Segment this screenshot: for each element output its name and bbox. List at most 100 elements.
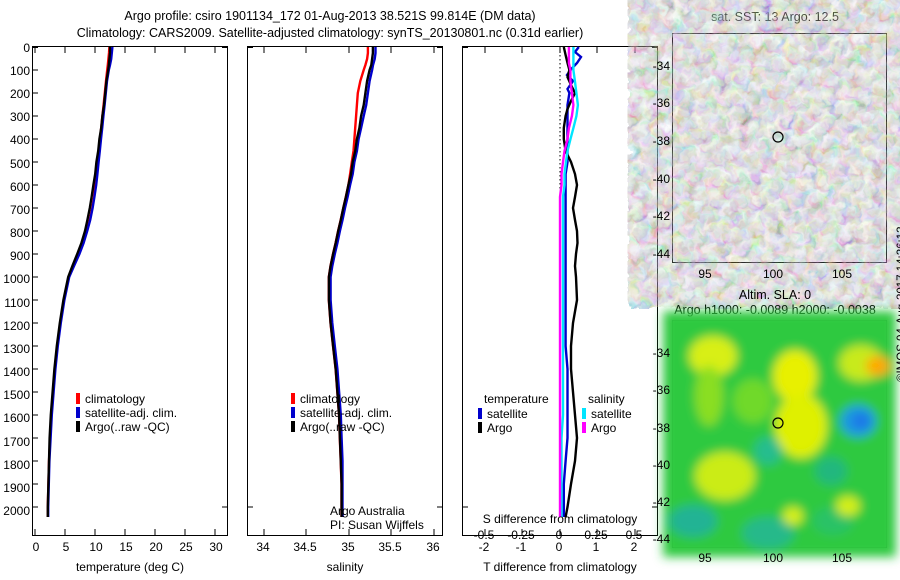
ytick: -44 bbox=[652, 247, 670, 261]
depth-tick: 200 bbox=[9, 87, 30, 101]
xtick: 30 bbox=[209, 540, 223, 554]
depth-tick: 300 bbox=[9, 110, 30, 124]
legend-label: Argo bbox=[591, 421, 617, 435]
depth-axis-ticks: 0 100 200 300 400 500 600 700 800 900 10… bbox=[0, 0, 30, 580]
legend-swatch-temp-argo bbox=[478, 422, 482, 433]
legend-item: Argo bbox=[582, 421, 616, 435]
depth-tick: 500 bbox=[9, 157, 30, 171]
temperature-curves bbox=[46, 46, 114, 517]
depth-tick: 600 bbox=[9, 180, 30, 194]
depth-tick: 400 bbox=[9, 133, 30, 147]
xtick-s: 0.25 bbox=[584, 528, 608, 542]
xtick: 10 bbox=[89, 540, 103, 554]
curve-temperature-argo bbox=[562, 46, 579, 518]
depth-tick: 1900 bbox=[3, 481, 30, 495]
xtick: 105 bbox=[831, 551, 853, 565]
xtick-t: 0 bbox=[555, 540, 563, 554]
salinity-plot bbox=[248, 47, 442, 535]
xtick-s: -0.25 bbox=[507, 528, 535, 542]
difference-plot bbox=[463, 46, 657, 535]
curve-argo bbox=[327, 47, 375, 517]
curve-salinity-satellite bbox=[560, 47, 580, 517]
salinity-panel bbox=[247, 46, 443, 536]
salinity-curves bbox=[327, 47, 377, 517]
ytick: -36 bbox=[652, 96, 670, 110]
temperature-axis-label: temperature (deg C) bbox=[75, 560, 185, 574]
legend-swatch-satellite-adj bbox=[291, 407, 295, 418]
temperature-legend: climatology satellite-adj. clim. Argo(..… bbox=[76, 392, 177, 434]
legend-item: Argo bbox=[478, 421, 512, 435]
xtick: 95 bbox=[698, 551, 712, 565]
xtick: 100 bbox=[762, 267, 784, 281]
xtick: 105 bbox=[831, 267, 853, 281]
sla-map-title-line1: Altim. SLA: 0 bbox=[738, 288, 812, 302]
ytick: -38 bbox=[652, 134, 670, 148]
xtick-t: -1 bbox=[515, 540, 527, 554]
temperature-plot bbox=[33, 46, 227, 535]
xtick: 35 bbox=[341, 540, 355, 554]
legend-swatch-sal-satellite bbox=[582, 408, 586, 419]
imos-credit: ©IMOS 04-Aug-2017 14:26:12 bbox=[896, 226, 900, 382]
xtick-t: -2 bbox=[478, 540, 490, 554]
legend-label: satellite bbox=[591, 407, 632, 421]
legend-label: climatology bbox=[85, 392, 146, 406]
legend-item: climatology bbox=[291, 392, 392, 406]
sst-map-yticks: -34 -36 -38 -40 -42 -44 bbox=[640, 33, 670, 263]
xtick: 34 bbox=[256, 540, 270, 554]
legend-label: satellite bbox=[487, 407, 528, 421]
salinity-xticks bbox=[263, 47, 435, 535]
depth-tick: 1600 bbox=[3, 411, 30, 425]
depth-tick: 0 bbox=[23, 41, 30, 55]
ytick: -40 bbox=[652, 458, 670, 472]
legend-item: Argo(..raw -QC) bbox=[291, 420, 392, 434]
legend-item: satellite-adj. clim. bbox=[291, 406, 392, 420]
sst-field bbox=[653, 14, 900, 282]
legend-item: satellite bbox=[582, 407, 632, 421]
salinity-annotation: Argo Australia PI: Susan Wijffels bbox=[330, 504, 424, 532]
ytick: -44 bbox=[652, 532, 670, 546]
legend-label: climatology bbox=[300, 392, 361, 406]
annotation-line: Argo Australia bbox=[330, 504, 405, 518]
sla-map bbox=[663, 311, 896, 557]
depth-tick: 1700 bbox=[3, 435, 30, 449]
legend-label: Argo(..raw -QC) bbox=[300, 420, 385, 434]
xtick: 0 bbox=[32, 540, 40, 554]
annotation-line: PI: Susan Wijffels bbox=[330, 518, 424, 532]
page-title-line1: Argo profile: csiro 1901134_172 01-Aug-2… bbox=[124, 9, 536, 23]
legend-swatch-sal-argo bbox=[582, 422, 586, 433]
depth-tick: 900 bbox=[9, 249, 30, 263]
xtick: 100 bbox=[762, 551, 784, 565]
depth-tick: 800 bbox=[9, 226, 30, 240]
legend-item: Argo(..raw -QC) bbox=[76, 420, 177, 434]
legend-label: Argo(..raw -QC) bbox=[85, 420, 170, 434]
ytick: -34 bbox=[652, 59, 670, 73]
temperature-panel bbox=[32, 46, 228, 536]
float-position-marker bbox=[772, 417, 784, 429]
curve-satellite-adj bbox=[329, 47, 377, 517]
xtick-s: -0.5 bbox=[473, 528, 495, 542]
curve-climatology bbox=[46, 46, 111, 517]
legend-item: satellite bbox=[478, 407, 528, 421]
legend-swatch-temp-satellite bbox=[478, 408, 482, 419]
temperature-xticks bbox=[34, 47, 216, 535]
legend-swatch-argo bbox=[291, 421, 295, 432]
legend-label: Argo bbox=[487, 421, 513, 435]
legend-swatch-climatology bbox=[291, 393, 295, 404]
ytick: -36 bbox=[652, 383, 670, 397]
curve-temperature-satellite bbox=[562, 46, 583, 517]
temperature-yticks bbox=[33, 47, 227, 508]
ytick: -40 bbox=[652, 172, 670, 186]
legend-swatch-satellite-adj bbox=[76, 407, 80, 418]
ytick: -34 bbox=[652, 346, 670, 360]
legend-item: climatology bbox=[76, 392, 177, 406]
xtick-s: 0.5 bbox=[625, 528, 643, 542]
legend-header-temperature: temperature bbox=[484, 392, 549, 406]
xtick: 34.5 bbox=[293, 540, 317, 554]
curve-salinity-argo bbox=[558, 47, 575, 517]
depth-tick: 1400 bbox=[3, 365, 30, 379]
legend-swatch-argo bbox=[76, 421, 80, 432]
salinity-yticks bbox=[248, 47, 442, 508]
legend-label: satellite-adj. clim. bbox=[85, 406, 178, 420]
legend-label: satellite-adj. clim. bbox=[300, 406, 393, 420]
depth-tick: 1300 bbox=[3, 342, 30, 356]
